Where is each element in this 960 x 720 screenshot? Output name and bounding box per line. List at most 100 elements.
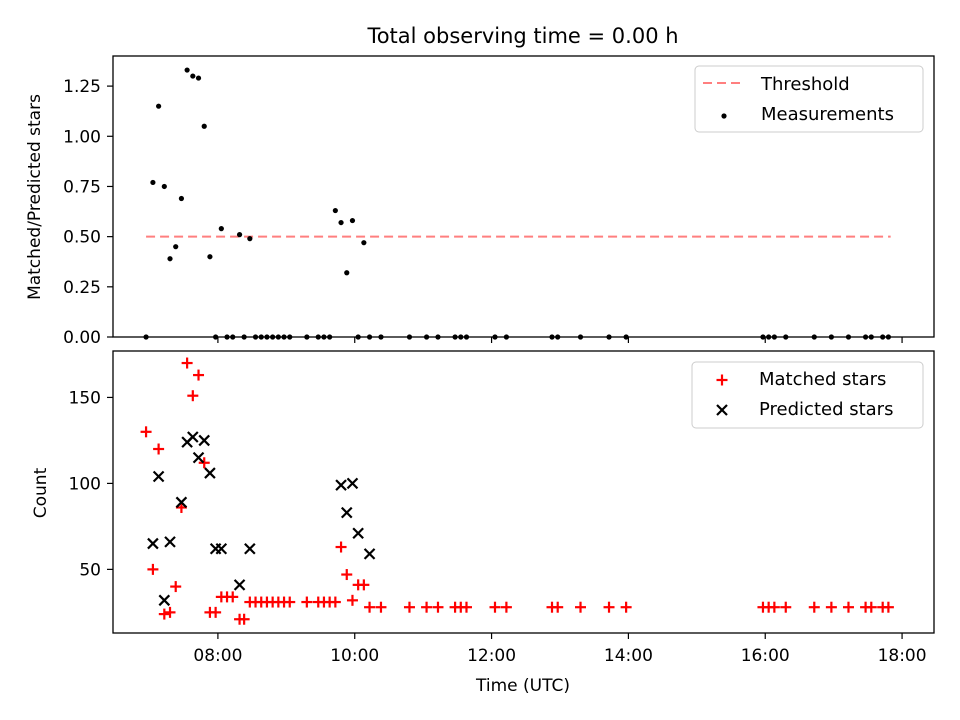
top-y-tick-label: 0.00	[63, 328, 101, 348]
matched-star-marker	[147, 563, 159, 575]
top-y-ticks: 0.00 0.25 0.50 0.75 1.00 1.25	[63, 77, 113, 348]
predicted-legend-marker	[716, 404, 728, 416]
predicted-star-marker	[352, 527, 364, 540]
measurement-point	[207, 254, 213, 260]
measurement-point	[150, 179, 156, 186]
top-y-tick-label: 1.00	[63, 127, 101, 147]
top-y-axis-label: Matched/Predicted stars	[25, 94, 45, 300]
matched-star-marker	[301, 596, 313, 608]
predicted-star-marker	[187, 431, 199, 443]
measurement-point	[361, 240, 367, 246]
measurement-point	[184, 67, 190, 73]
matched-star-marker	[825, 601, 837, 613]
matched-star-marker	[780, 601, 792, 613]
predicted-star-marker	[147, 537, 159, 550]
measurement-point	[173, 244, 179, 250]
matched-star-marker	[358, 579, 370, 591]
measurements-legend-label: Measurements	[761, 104, 894, 125]
x-tick-label: 14:00	[604, 646, 653, 666]
bottom-y-tick-label: 100	[69, 474, 101, 494]
matched-star-marker	[842, 601, 854, 613]
measurement-point	[195, 75, 202, 81]
predicted-star-marker	[363, 548, 376, 560]
matched-star-marker	[768, 601, 780, 613]
top-legend: Threshold Measurements	[694, 65, 924, 133]
matched-star-marker	[489, 601, 501, 613]
matched-star-marker	[808, 601, 820, 613]
bottom-y-ticks: 50 100 150	[69, 388, 113, 580]
predicted-star-marker	[198, 434, 211, 447]
matched-star-marker	[227, 591, 239, 603]
matched-star-marker	[153, 443, 165, 455]
top-y-tick-label: 0.50	[63, 228, 101, 248]
measurement-point	[349, 217, 356, 224]
bottom-y-tick-label: 50	[79, 560, 101, 580]
matched-star-marker	[329, 596, 341, 608]
matched-star-marker	[364, 601, 376, 613]
predicted-star-marker	[335, 479, 347, 491]
bottom-y-tick-label: 150	[69, 388, 101, 408]
measurement-point	[344, 270, 350, 276]
matched-star-marker	[140, 426, 152, 438]
top-y-tick-label: 0.25	[63, 278, 101, 298]
matched-star-marker	[158, 608, 170, 620]
matched-star-marker	[403, 601, 415, 613]
matched-star-marker	[603, 601, 615, 613]
predicted-legend-label: Predicted stars	[759, 399, 893, 420]
matched-star-marker	[375, 601, 387, 613]
measurement-point	[201, 123, 207, 129]
measurement-point	[167, 256, 173, 262]
x-axis-label: Time (UTC)	[475, 676, 570, 696]
predicted-star-marker	[233, 579, 246, 591]
count-panel: Count Time (UTC) 50 100 150 08:00 10:00 12:0…	[31, 350, 935, 696]
bottom-y-axis-label: Count	[31, 467, 51, 518]
count-points	[140, 357, 894, 625]
x-tick-label: 10:00	[330, 646, 379, 666]
matched-star-marker	[193, 369, 205, 381]
top-axes-frame	[112, 55, 935, 338]
measurement-point	[190, 73, 196, 79]
ratio-panel: Total observing time = 0.00 h Matched/Pr…	[25, 24, 935, 348]
measurement-point	[156, 103, 162, 109]
predicted-star-marker	[204, 467, 216, 479]
matched-star-marker	[181, 357, 193, 369]
predicted-star-marker	[215, 542, 228, 555]
predicted-star-marker	[158, 594, 171, 607]
predicted-star-marker	[340, 506, 353, 519]
top-y-tick-label: 0.75	[63, 177, 101, 197]
bottom-x-ticks: 08:00 10:00 12:00 14:00 16:00 18:00	[193, 633, 927, 666]
matched-star-marker	[620, 601, 632, 613]
predicted-star-marker	[192, 451, 205, 464]
matched-star-marker	[882, 601, 894, 613]
matched-star-marker	[170, 581, 182, 593]
predicted-star-marker	[152, 470, 165, 483]
x-tick-label: 16:00	[741, 646, 790, 666]
matched-star-marker	[552, 601, 564, 613]
matched-star-marker	[210, 606, 222, 618]
measurement-point	[161, 183, 167, 190]
matched-star-marker	[335, 541, 347, 553]
predicted-legend-swatch	[716, 404, 728, 416]
matched-star-marker	[164, 606, 176, 618]
matched-star-marker	[460, 601, 472, 613]
measurement-point	[332, 207, 338, 214]
matched-star-marker	[187, 390, 199, 402]
x-tick-label: 08:00	[193, 646, 242, 666]
matched-star-marker	[865, 601, 877, 613]
matched-star-marker	[341, 569, 353, 581]
measurement-point	[178, 195, 185, 202]
bottom-legend-box	[691, 361, 924, 429]
predicted-star-marker	[346, 477, 359, 490]
bottom-axes-frame	[112, 350, 935, 634]
matched-star-marker	[346, 594, 358, 606]
x-tick-label: 12:00	[467, 646, 516, 666]
matched-star-marker	[421, 601, 433, 613]
x-tick-label: 18:00	[878, 646, 927, 666]
threshold-legend-label: Threshold	[760, 74, 850, 95]
predicted-star-marker	[175, 496, 188, 509]
measurement-point	[338, 219, 344, 226]
matched-legend-swatch	[716, 374, 728, 386]
top-y-tick-label: 1.25	[63, 77, 101, 97]
measurement-point	[247, 236, 253, 242]
